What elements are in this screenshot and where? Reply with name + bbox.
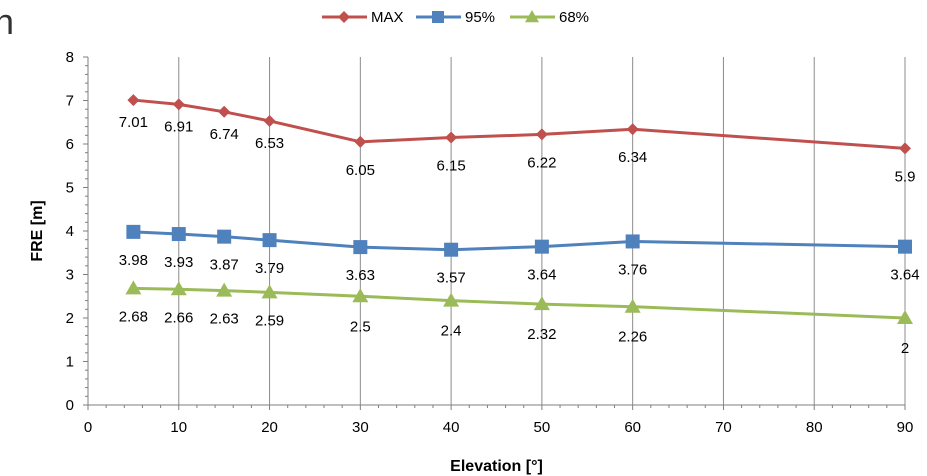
legend: MAX 95% 68% [322,9,589,26]
cropped-text-fragment: n [0,1,15,42]
diamond-marker [127,94,140,107]
legend-label: 95% [465,9,495,26]
data-label: 7.01 [119,114,148,131]
y-tick-label: 2 [66,310,74,327]
diamond-marker [899,142,911,155]
x-tick-label: 80 [806,419,823,436]
series-layer [125,94,913,324]
square-marker [898,239,912,254]
data-labels: 7.01 6.91 6.74 6.53 6.05 6.15 6.22 6.34 5.9 3.98 3… [119,114,920,357]
data-label: 2.63 [210,311,239,328]
square-marker [262,233,277,248]
data-label: 2.68 [119,308,148,325]
data-label: 3.87 [210,257,239,274]
triangle-marker [170,281,187,296]
series-line-95% [133,230,906,252]
data-label: 3.76 [618,261,647,278]
x-tick-label: 50 [534,419,551,436]
y-tick-label: 6 [66,136,74,153]
y-tick-label: 1 [66,354,74,371]
square-marker [171,227,186,242]
data-label: 3.57 [437,270,466,287]
series-line-68% [133,286,906,320]
data-label: 6.05 [346,162,375,179]
square-marker [217,229,232,244]
y-axis-title: FRE [m] [29,200,46,261]
gridlines [178,57,906,405]
x-tick-label: 0 [84,419,92,436]
data-label: 3.64 [890,267,919,284]
diamond-marker [354,135,367,148]
square-marker [432,11,444,23]
diamond-marker [535,128,548,141]
x-tick-label: 40 [443,419,460,436]
data-label: 2.66 [164,309,193,326]
data-label: 3.79 [255,260,284,277]
triangle-marker [897,310,913,324]
diamond-marker [626,123,639,136]
series-line-MAX [133,98,906,150]
data-label: 6.34 [618,149,647,166]
square-marker [534,239,549,254]
x-tick-label: 20 [261,419,278,436]
diamond-marker [445,131,458,144]
x-tick-label: 70 [715,419,732,436]
diamond-marker [172,98,185,111]
data-label: 5.9 [895,168,916,185]
triangle-marker [125,280,142,295]
data-label: 3.63 [346,267,375,284]
data-label: 6.91 [164,118,193,135]
triangle-marker [624,298,641,313]
y-tick-label: 7 [66,93,74,110]
data-label: 2.26 [618,329,647,346]
x-tick-label: 10 [170,419,187,436]
diamond-marker [263,114,276,127]
data-label: 3.93 [164,254,193,271]
y-tick-label: 4 [66,223,74,240]
square-marker [444,242,459,257]
x-tick-label: 30 [352,419,369,436]
square-marker [353,240,368,255]
y-tick-label: 8 [66,49,74,66]
data-label: 6.74 [210,126,239,143]
x-axis-title: Elevation [°] [450,458,543,475]
data-label: 2.5 [350,318,371,335]
triangle-marker [216,282,233,297]
y-tick-label: 0 [66,397,74,414]
legend-label: MAX [371,9,404,26]
data-label: 6.15 [437,157,466,174]
diamond-marker [218,105,231,118]
triangle-marker [443,292,460,307]
triangle-marker [261,284,278,299]
data-label: 3.98 [119,252,148,269]
square-marker [625,234,640,249]
x-tick-label: 60 [624,419,641,436]
data-label: 2.4 [441,323,462,340]
x-tick-label: 90 [897,419,914,436]
y-tick-label: 3 [66,267,74,284]
legend-label: 68% [559,9,589,26]
diamond-marker [338,11,350,23]
triangle-marker [533,296,550,311]
data-label: 2 [901,340,909,357]
y-tick-label: 5 [66,180,74,197]
triangle-marker [352,288,369,303]
data-label: 6.53 [255,135,284,152]
square-marker [126,224,141,239]
data-label: 2.32 [527,326,556,343]
triangle-marker [525,10,539,23]
data-label: 6.22 [527,154,556,171]
data-label: 2.59 [255,312,284,329]
data-label: 3.64 [527,267,556,284]
